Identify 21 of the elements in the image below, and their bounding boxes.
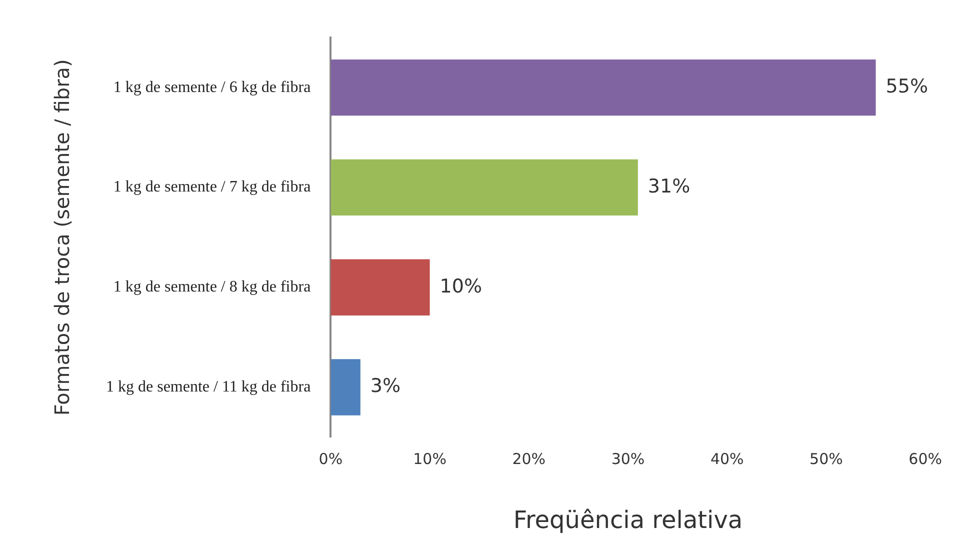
x-tick-label: 0% xyxy=(318,450,343,468)
x-tick-label: 50% xyxy=(810,450,843,468)
x-tick-label: 40% xyxy=(710,450,744,468)
y-axis-title: Formatos de troca (semente / fibra) xyxy=(50,59,74,416)
bar xyxy=(330,159,638,216)
data-label: 31% xyxy=(648,175,690,198)
data-label: 10% xyxy=(440,275,482,298)
data-label: 3% xyxy=(370,375,401,398)
bar xyxy=(330,359,360,416)
y-tick-label: 1 kg de semente / 6 kg de fibra xyxy=(113,78,311,96)
y-tick-label: 1 kg de semente / 7 kg de fibra xyxy=(113,178,311,196)
x-tick-label: 20% xyxy=(512,450,546,468)
x-tick-label: 10% xyxy=(413,450,446,468)
x-tick-label: 60% xyxy=(908,450,942,468)
bar xyxy=(330,59,876,116)
y-tick-label: 1 kg de semente / 8 kg de fibra xyxy=(113,278,311,296)
y-tick-label: 1 kg de semente / 11 kg de fibra xyxy=(106,378,311,396)
x-axis-title: Freqüência relativa xyxy=(513,506,743,534)
x-tick-label: 30% xyxy=(611,450,645,468)
data-label: 55% xyxy=(886,75,928,98)
bar xyxy=(330,259,430,316)
